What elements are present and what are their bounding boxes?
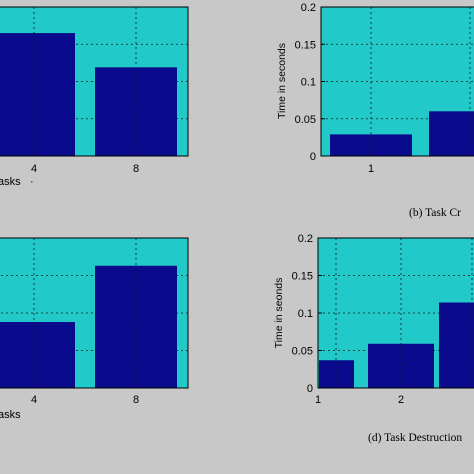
xtick-label: 1: [368, 163, 374, 175]
ytick-label: 0.05: [292, 346, 313, 358]
x-axis-label: asks: [0, 409, 21, 421]
axes-frame: [0, 237, 189, 389]
y-axis-label: Time in seconds: [276, 43, 288, 119]
stray-mark: ·: [30, 176, 34, 188]
ytick-label: 0.05: [295, 114, 316, 126]
ytick-label: 0.2: [298, 233, 313, 245]
bar-a-1: [0, 33, 75, 157]
xtick-label: 8: [133, 394, 139, 406]
ytick-label: 0.15: [295, 39, 316, 51]
bar-b-1: [330, 134, 412, 156]
chart-panel-c: 4 8 asks: [0, 237, 189, 421]
ytick-label: 0.15: [292, 271, 313, 283]
chart-caption: (d) Task Destruction: [368, 432, 462, 444]
xtick-label: 2: [398, 394, 404, 406]
ytick-label: 0.1: [298, 308, 313, 320]
chart-panel-d: 0 0.05 0.1 0.15 0.2 1 2 Time in seonds (d) Task …: [273, 233, 474, 444]
chart-panel-b: 0 0.05 0.1 0.15 0.2 1 Time in seconds (b) Task …: [276, 2, 474, 219]
ytick-label: 0.1: [301, 77, 316, 89]
axes-frame: [0, 6, 189, 157]
y-axis-label: Time in seonds: [273, 278, 285, 349]
bar-c-2: [95, 265, 177, 388]
bar-c-1: [0, 322, 75, 388]
chart-panel-a: 4 8 asks: [0, 6, 189, 188]
xtick-label: 4: [31, 163, 37, 175]
xtick-label: 8: [133, 163, 139, 175]
ytick-label: 0.2: [301, 2, 316, 14]
chart-caption: (b) Task Cr: [409, 207, 461, 219]
xtick-label: 4: [31, 394, 37, 406]
bar-d-1: [319, 360, 354, 388]
bar-b-2: [429, 111, 474, 156]
bar-d-3: [439, 302, 474, 388]
x-axis-label: asks: [0, 176, 21, 188]
bar-d-2: [368, 343, 434, 388]
xtick-label: 1: [315, 394, 321, 406]
ytick-label: 0: [307, 383, 313, 395]
ytick-label: 0: [310, 151, 316, 163]
